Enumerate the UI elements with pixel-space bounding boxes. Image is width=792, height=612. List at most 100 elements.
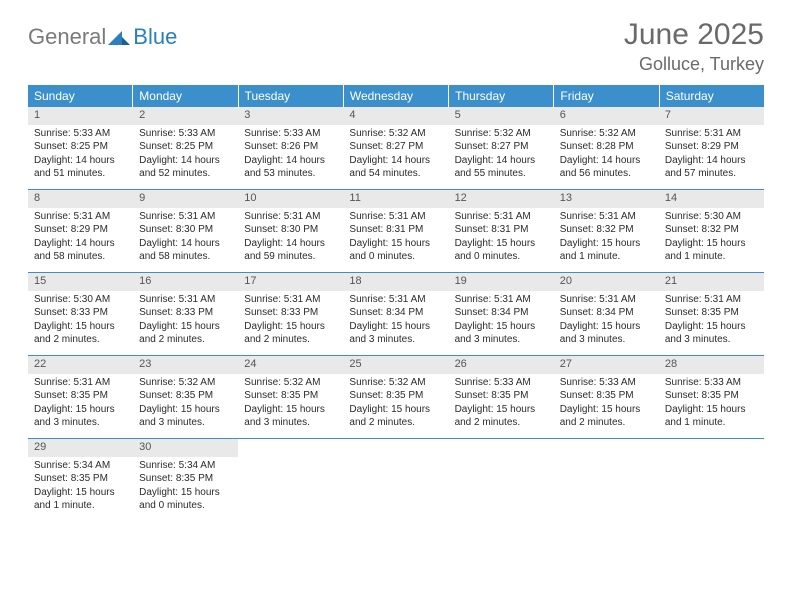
calendar-cell: 6Sunrise: 5:32 AMSunset: 8:28 PMDaylight… — [554, 107, 659, 189]
cell-body: Sunrise: 5:31 AMSunset: 8:33 PMDaylight:… — [133, 291, 238, 354]
weekday-sat: Saturday — [660, 85, 764, 107]
sunrise-line: Sunrise: 5:32 AM — [244, 377, 337, 390]
daylight-line-1: Daylight: 14 hours — [139, 238, 232, 251]
cell-body: Sunrise: 5:33 AMSunset: 8:26 PMDaylight:… — [238, 125, 343, 188]
daylight-line-1: Daylight: 14 hours — [244, 238, 337, 251]
cell-body: Sunrise: 5:31 AMSunset: 8:35 PMDaylight:… — [28, 374, 133, 437]
sunset-line: Sunset: 8:27 PM — [455, 141, 548, 154]
cell-body: Sunrise: 5:33 AMSunset: 8:35 PMDaylight:… — [659, 374, 764, 437]
daylight-line-1: Daylight: 14 hours — [34, 155, 127, 168]
sunset-line: Sunset: 8:34 PM — [560, 307, 653, 320]
day-number: 11 — [343, 190, 448, 208]
sunrise-line: Sunrise: 5:33 AM — [244, 128, 337, 141]
daylight-line-1: Daylight: 14 hours — [34, 238, 127, 251]
sunset-line: Sunset: 8:33 PM — [34, 307, 127, 320]
sunset-line: Sunset: 8:30 PM — [244, 224, 337, 237]
sunset-line: Sunset: 8:35 PM — [665, 390, 758, 403]
cell-body: Sunrise: 5:31 AMSunset: 8:30 PMDaylight:… — [238, 208, 343, 271]
weekday-thu: Thursday — [449, 85, 554, 107]
sunrise-line: Sunrise: 5:31 AM — [244, 294, 337, 307]
day-number: 6 — [554, 107, 659, 125]
day-number: 10 — [238, 190, 343, 208]
sunset-line: Sunset: 8:31 PM — [455, 224, 548, 237]
sunset-line: Sunset: 8:35 PM — [244, 390, 337, 403]
daylight-line-1: Daylight: 15 hours — [349, 321, 442, 334]
day-number: 26 — [449, 356, 554, 374]
logo-text-blue: Blue — [133, 24, 177, 50]
cell-body: Sunrise: 5:32 AMSunset: 8:35 PMDaylight:… — [133, 374, 238, 437]
daylight-line-2: and 1 minute. — [665, 417, 758, 430]
daylight-line-2: and 3 minutes. — [139, 417, 232, 430]
day-number: 27 — [554, 356, 659, 374]
day-number: 15 — [28, 273, 133, 291]
daylight-line-2: and 51 minutes. — [34, 168, 127, 181]
calendar-cell: 15Sunrise: 5:30 AMSunset: 8:33 PMDayligh… — [28, 273, 133, 355]
location: Golluce, Turkey — [624, 54, 764, 75]
day-number: 24 — [238, 356, 343, 374]
week-row: 15Sunrise: 5:30 AMSunset: 8:33 PMDayligh… — [28, 273, 764, 356]
daylight-line-1: Daylight: 15 hours — [455, 321, 548, 334]
daylight-line-1: Daylight: 15 hours — [139, 321, 232, 334]
daylight-line-2: and 56 minutes. — [560, 168, 653, 181]
sunrise-line: Sunrise: 5:32 AM — [560, 128, 653, 141]
sunset-line: Sunset: 8:35 PM — [34, 473, 127, 486]
cell-body: Sunrise: 5:33 AMSunset: 8:35 PMDaylight:… — [449, 374, 554, 437]
daylight-line-1: Daylight: 14 hours — [665, 155, 758, 168]
sunset-line: Sunset: 8:30 PM — [139, 224, 232, 237]
cell-body: Sunrise: 5:31 AMSunset: 8:30 PMDaylight:… — [133, 208, 238, 271]
daylight-line-2: and 53 minutes. — [244, 168, 337, 181]
day-number: 5 — [449, 107, 554, 125]
cell-body: Sunrise: 5:31 AMSunset: 8:29 PMDaylight:… — [28, 208, 133, 271]
header: General Blue June 2025 Golluce, Turkey — [28, 18, 764, 75]
daylight-line-1: Daylight: 15 hours — [665, 238, 758, 251]
daylight-line-2: and 58 minutes. — [34, 251, 127, 264]
sunrise-line: Sunrise: 5:31 AM — [139, 294, 232, 307]
daylight-line-1: Daylight: 15 hours — [560, 238, 653, 251]
daylight-line-1: Daylight: 15 hours — [455, 238, 548, 251]
cell-body: Sunrise: 5:31 AMSunset: 8:32 PMDaylight:… — [554, 208, 659, 271]
cell-body: Sunrise: 5:34 AMSunset: 8:35 PMDaylight:… — [133, 457, 238, 520]
sunset-line: Sunset: 8:35 PM — [139, 473, 232, 486]
daylight-line-1: Daylight: 14 hours — [244, 155, 337, 168]
daylight-line-2: and 2 minutes. — [349, 417, 442, 430]
sunset-line: Sunset: 8:35 PM — [665, 307, 758, 320]
sunrise-line: Sunrise: 5:32 AM — [349, 128, 442, 141]
daylight-line-2: and 3 minutes. — [349, 334, 442, 347]
daylight-line-2: and 0 minutes. — [455, 251, 548, 264]
sunset-line: Sunset: 8:35 PM — [455, 390, 548, 403]
sunset-line: Sunset: 8:32 PM — [665, 224, 758, 237]
sunset-line: Sunset: 8:33 PM — [244, 307, 337, 320]
calendar-cell: .. — [238, 439, 343, 521]
calendar-cell: 7Sunrise: 5:31 AMSunset: 8:29 PMDaylight… — [659, 107, 764, 189]
calendar-cell: 18Sunrise: 5:31 AMSunset: 8:34 PMDayligh… — [343, 273, 448, 355]
daylight-line-1: Daylight: 14 hours — [349, 155, 442, 168]
sunrise-line: Sunrise: 5:33 AM — [560, 377, 653, 390]
sunrise-line: Sunrise: 5:31 AM — [455, 294, 548, 307]
cell-body: Sunrise: 5:33 AMSunset: 8:35 PMDaylight:… — [554, 374, 659, 437]
day-number: 23 — [133, 356, 238, 374]
cell-body: Sunrise: 5:32 AMSunset: 8:27 PMDaylight:… — [343, 125, 448, 188]
calendar-cell: 27Sunrise: 5:33 AMSunset: 8:35 PMDayligh… — [554, 356, 659, 438]
day-number: 8 — [28, 190, 133, 208]
week-row: 8Sunrise: 5:31 AMSunset: 8:29 PMDaylight… — [28, 190, 764, 273]
daylight-line-1: Daylight: 15 hours — [244, 321, 337, 334]
cell-body: Sunrise: 5:32 AMSunset: 8:35 PMDaylight:… — [343, 374, 448, 437]
sunrise-line: Sunrise: 5:33 AM — [665, 377, 758, 390]
calendar-cell: 25Sunrise: 5:32 AMSunset: 8:35 PMDayligh… — [343, 356, 448, 438]
calendar-cell: 19Sunrise: 5:31 AMSunset: 8:34 PMDayligh… — [449, 273, 554, 355]
weekday-sun: Sunday — [28, 85, 133, 107]
day-number: 3 — [238, 107, 343, 125]
daylight-line-2: and 0 minutes. — [139, 500, 232, 513]
sunset-line: Sunset: 8:26 PM — [244, 141, 337, 154]
cell-body: Sunrise: 5:31 AMSunset: 8:31 PMDaylight:… — [343, 208, 448, 271]
sunrise-line: Sunrise: 5:31 AM — [139, 211, 232, 224]
daylight-line-2: and 3 minutes. — [665, 334, 758, 347]
sunset-line: Sunset: 8:27 PM — [349, 141, 442, 154]
sunrise-line: Sunrise: 5:31 AM — [455, 211, 548, 224]
cell-body: Sunrise: 5:33 AMSunset: 8:25 PMDaylight:… — [133, 125, 238, 188]
daylight-line-2: and 0 minutes. — [349, 251, 442, 264]
weekday-fri: Friday — [554, 85, 659, 107]
day-number: 18 — [343, 273, 448, 291]
day-number: 20 — [554, 273, 659, 291]
daylight-line-2: and 1 minute. — [665, 251, 758, 264]
